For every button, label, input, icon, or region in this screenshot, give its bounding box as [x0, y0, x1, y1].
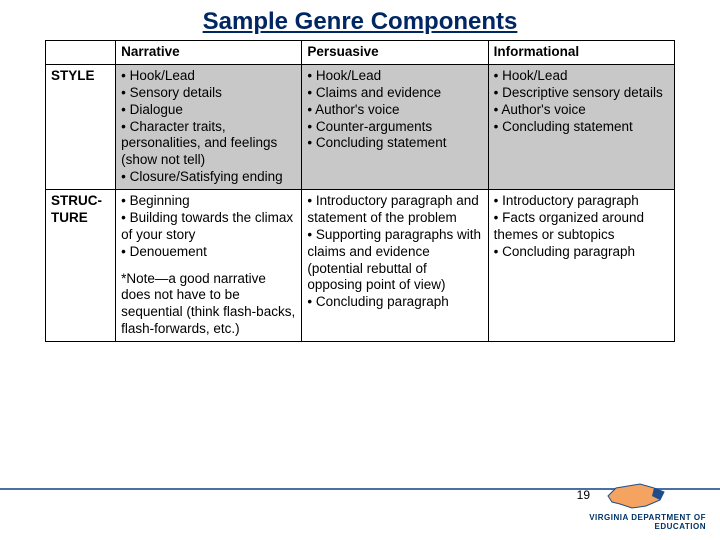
bullet: Hook/Lead	[307, 68, 482, 85]
bullet: Supporting paragraphs with claims and ev…	[307, 227, 482, 295]
bullet: Claims and evidence	[307, 85, 482, 102]
logo-line1: VIRGINIA DEPARTMENT OF	[589, 513, 706, 522]
cell-structure-narrative: Beginning Building towards the climax of…	[116, 190, 302, 342]
structure-note: *Note—a good narrative does not have to …	[121, 271, 296, 339]
bullet: Concluding paragraph	[494, 244, 669, 261]
bullet: Introductory paragraph and statement of …	[307, 193, 482, 227]
cell-structure-informational: Introductory paragraph Facts organized a…	[488, 190, 674, 342]
bullet: Hook/Lead	[494, 68, 669, 85]
rowhead-structure: STRUC-TURE	[46, 190, 116, 342]
bullet: Author's voice	[307, 102, 482, 119]
bullet: Descriptive sensory details	[494, 85, 669, 102]
row-structure: STRUC-TURE Beginning Building towards th…	[46, 190, 675, 342]
slide-title: Sample Genre Components	[0, 0, 720, 40]
bullet: Facts organized around themes or subtopi…	[494, 210, 669, 244]
header-persuasive: Persuasive	[302, 41, 488, 65]
bullet: Counter-arguments	[307, 119, 482, 136]
header-blank	[46, 41, 116, 65]
genre-table: Narrative Persuasive Informational STYLE…	[45, 40, 675, 342]
rowhead-style: STYLE	[46, 64, 116, 189]
virginia-shape-icon	[606, 482, 666, 510]
cell-style-narrative: Hook/Lead Sensory details Dialogue Chara…	[116, 64, 302, 189]
cell-style-informational: Hook/Lead Descriptive sensory details Au…	[488, 64, 674, 189]
bullet: Introductory paragraph	[494, 193, 669, 210]
table-header-row: Narrative Persuasive Informational	[46, 41, 675, 65]
bullet: Closure/Satisfying ending	[121, 169, 296, 186]
header-informational: Informational	[488, 41, 674, 65]
bullet: Hook/Lead	[121, 68, 296, 85]
bullet: Concluding statement	[494, 119, 669, 136]
bullet: Building towards the climax of your stor…	[121, 210, 296, 244]
bullet: Concluding statement	[307, 135, 482, 152]
bullet: Sensory details	[121, 85, 296, 102]
logo-line2: EDUCATION	[655, 522, 706, 531]
header-narrative: Narrative	[116, 41, 302, 65]
bullet: Dialogue	[121, 102, 296, 119]
bullet: Beginning	[121, 193, 296, 210]
cell-style-persuasive: Hook/Lead Claims and evidence Author's v…	[302, 64, 488, 189]
cell-structure-persuasive: Introductory paragraph and statement of …	[302, 190, 488, 342]
vdoe-logo: VIRGINIA DEPARTMENT OF EDUCATION	[586, 482, 706, 534]
bullet: Denouement	[121, 244, 296, 261]
bullet: Author's voice	[494, 102, 669, 119]
bullet: Character traits, personalities, and fee…	[121, 119, 296, 170]
row-style: STYLE Hook/Lead Sensory details Dialogue…	[46, 64, 675, 189]
bullet: Concluding paragraph	[307, 294, 482, 311]
